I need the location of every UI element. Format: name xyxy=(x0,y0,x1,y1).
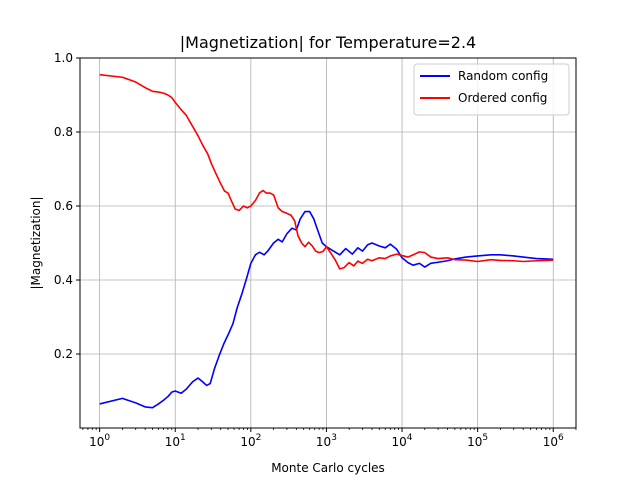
x-tick-label-exponent: 2 xyxy=(256,433,262,443)
x-tick-label-base: 10 xyxy=(165,435,180,449)
x-tick-label: 106 xyxy=(543,433,564,449)
x-tick-label-exponent: 3 xyxy=(331,433,337,443)
x-tick-label: 103 xyxy=(316,433,337,449)
x-tick-label: 101 xyxy=(165,433,186,449)
x-tick-label-exponent: 5 xyxy=(482,433,488,443)
y-tick-label: 0.6 xyxy=(54,199,73,213)
x-tick-label-exponent: 0 xyxy=(104,433,110,443)
chart-title: |Magnetization| for Temperature=2.4 xyxy=(180,33,476,52)
x-tick-label: 105 xyxy=(467,433,488,449)
x-tick-label-base: 10 xyxy=(392,435,407,449)
y-tick-label: 0.4 xyxy=(54,273,73,287)
x-tick-label-exponent: 1 xyxy=(180,433,186,443)
legend-label-random: Random config xyxy=(458,69,548,83)
x-tick-label: 104 xyxy=(392,433,413,449)
legend-box xyxy=(413,63,570,116)
x-axis-label: Monte Carlo cycles xyxy=(271,461,385,475)
x-tick-label-exponent: 4 xyxy=(407,433,413,443)
x-tick-label-exponent: 6 xyxy=(558,433,564,443)
y-tick-label: 0.8 xyxy=(54,125,73,139)
y-axis-label: |Magnetization| xyxy=(29,196,43,289)
x-tick-label-base: 10 xyxy=(543,435,558,449)
x-tick-label-base: 10 xyxy=(467,435,482,449)
x-tick-label-base: 10 xyxy=(89,435,104,449)
x-tick-label-base: 10 xyxy=(316,435,331,449)
plot-series xyxy=(99,73,554,409)
series-line-1 xyxy=(99,73,554,270)
series-line-0 xyxy=(99,210,554,409)
x-tick-label-base: 10 xyxy=(240,435,255,449)
legend-label-ordered: Ordered config xyxy=(458,91,547,105)
x-tick-label: 102 xyxy=(240,433,261,449)
y-tick-label: 1.0 xyxy=(54,51,73,65)
plot-frame xyxy=(79,57,577,429)
legend: Random config Ordered config xyxy=(413,63,570,116)
x-tick-label: 100 xyxy=(89,433,110,449)
y-tick-label: 0.2 xyxy=(54,347,73,361)
